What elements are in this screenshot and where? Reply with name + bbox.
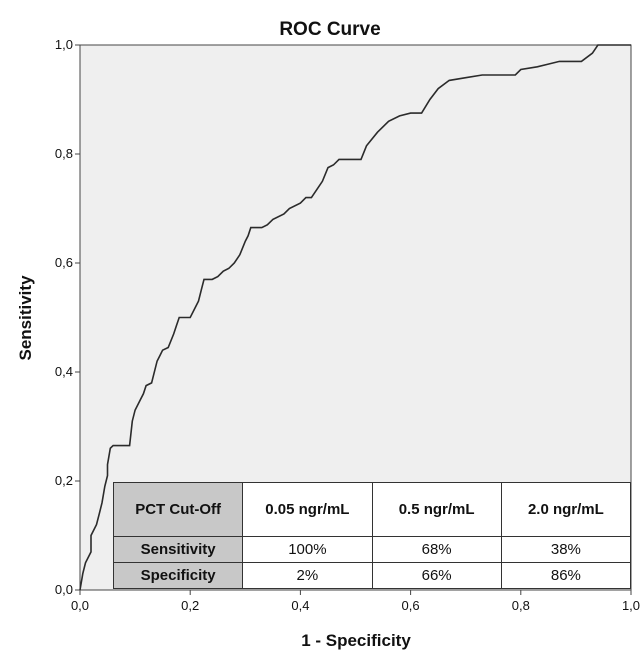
x-tick-label: 1,0	[622, 598, 640, 613]
table-header-cell: 0.5 ngr/mL	[371, 482, 502, 537]
table-header-label: PCT Cut-Off	[112, 482, 244, 537]
y-tick-label: 0,2	[55, 473, 73, 488]
axis-ticks: 0,0 0,2 0,4 0,6 0,8 1,0 0,0 0,2 0,4 0,6 0,8 1,0	[55, 37, 640, 613]
x-tick-label: 0,4	[291, 598, 309, 613]
y-axis-label: Sensitivity	[16, 275, 35, 361]
table-header-cell: 2.0 ngr/mL	[500, 482, 632, 537]
table-cell: 66%	[371, 562, 502, 589]
table-row-label: Sensitivity	[112, 536, 244, 563]
x-tick-label: 0,6	[402, 598, 420, 613]
table-cell: 2%	[242, 562, 373, 589]
cutoff-table: PCT Cut-Off 0.05 ngr/mL 0.5 ngr/mL 2.0 n…	[112, 482, 632, 589]
y-tick-label: 0,6	[55, 255, 73, 270]
table-row-label: Specificity	[112, 562, 244, 589]
y-tick-label: 1,0	[55, 37, 73, 52]
y-tick-label: 0,0	[55, 582, 73, 597]
y-tick-label: 0,8	[55, 146, 73, 161]
x-tick-label: 0,2	[181, 598, 199, 613]
table-cell: 68%	[371, 536, 502, 563]
table-row-specificity: Specificity 2% 66% 86%	[112, 562, 632, 589]
x-tick-label: 0,0	[71, 598, 89, 613]
y-tick-label: 0,4	[55, 364, 73, 379]
chart-title: ROC Curve	[279, 19, 380, 40]
table-cell: 86%	[500, 562, 632, 589]
roc-curve-line	[79, 44, 631, 591]
x-tick-label: 0,8	[512, 598, 530, 613]
x-axis-label: 1 - Specificity	[301, 631, 411, 650]
table-header-cell: 0.05 ngr/mL	[242, 482, 373, 537]
table-header-row: PCT Cut-Off 0.05 ngr/mL 0.5 ngr/mL 2.0 n…	[112, 482, 632, 537]
table-cell: 100%	[242, 536, 373, 563]
table-cell: 38%	[500, 536, 632, 563]
table-row-sensitivity: Sensitivity 100% 68% 38%	[112, 536, 632, 563]
